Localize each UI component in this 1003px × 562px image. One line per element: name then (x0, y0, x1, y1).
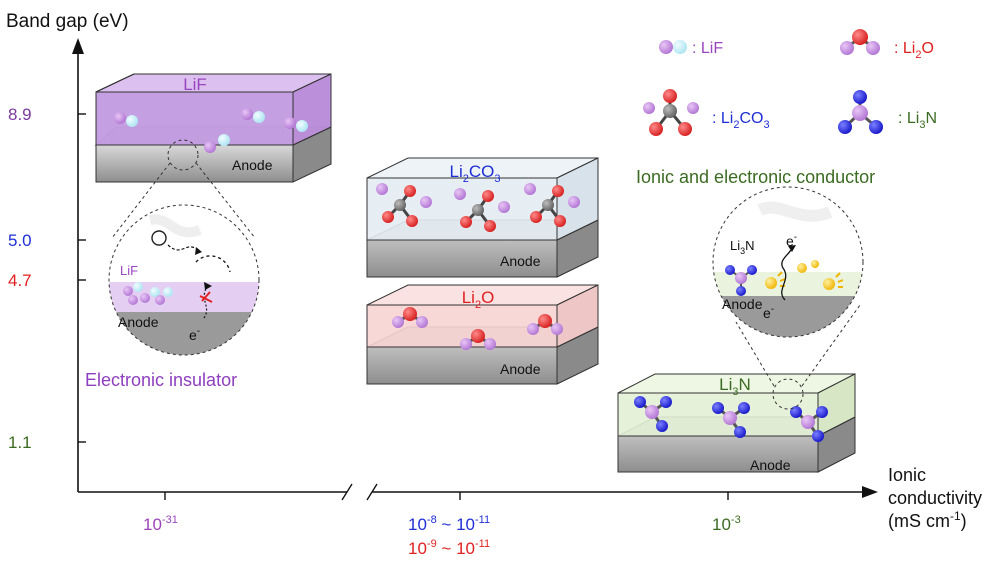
y-tick-label: 8.9 (8, 105, 32, 124)
legend-li2co3-label: : Li2CO3 (712, 110, 770, 131)
anode-label: Anode (232, 157, 273, 173)
legend-li2co3-icon (643, 89, 699, 136)
lif-layer-label: LiF (183, 75, 207, 94)
x-tick-li3n: 10-3 (712, 514, 741, 534)
anode-label: Anode (500, 253, 541, 269)
inset-anode-label: Anode (722, 296, 763, 312)
lif-inset: LiF Anode e- (100, 205, 270, 362)
y-axis (72, 38, 84, 492)
y-axis-label: Band gap (eV) (6, 11, 129, 32)
anode-label: Anode (750, 457, 791, 473)
x-tick-li2co3: 10-8 ~ 10-11 (408, 514, 490, 534)
inset-lif-label: LiF (120, 263, 138, 278)
anode-label: Anode (500, 361, 541, 377)
x-axis-label-ionic: Ionic (888, 465, 926, 485)
caption-ionic-electronic-conductor: Ionic and electronic conductor (636, 167, 875, 187)
legend-li3n-icon (838, 90, 883, 134)
x-tick-lif: 10-31 (143, 514, 178, 534)
caption-electronic-insulator: Electronic insulator (85, 370, 237, 390)
inset-anode-label: Anode (118, 314, 159, 330)
legend-li2o-label: : Li2O (894, 40, 934, 61)
y-tick-label: 1.1 (8, 433, 32, 452)
legend-li3n-label: : Li3N (898, 110, 937, 131)
y-tick-label: 4.7 (8, 271, 32, 290)
electron-icon (152, 231, 166, 245)
li2co3-block: Anode Li2CO3 (367, 158, 598, 277)
x-tick-li2o: 10-9 ~ 10-11 (408, 538, 490, 558)
x-axis-label-units: (mS cm-1) (888, 509, 967, 531)
legend-li2o-icon (840, 29, 880, 55)
legend-lif-icon (659, 40, 687, 54)
y-ticks: 8.9 5.0 4.7 1.1 (8, 105, 86, 452)
legend: : LiF : Li2O : Li2CO3 (643, 29, 937, 136)
li3n-block: Anode Li3N (618, 305, 860, 473)
x-axis (78, 484, 878, 500)
li3n-inset: Li3N e- Anode e- (700, 187, 880, 346)
li2o-block: Anode Li2O (367, 285, 598, 384)
x-axis-label-conductivity: conductivity (888, 488, 982, 508)
y-tick-label: 5.0 (8, 231, 32, 250)
legend-lif-label: : LiF (692, 40, 723, 57)
